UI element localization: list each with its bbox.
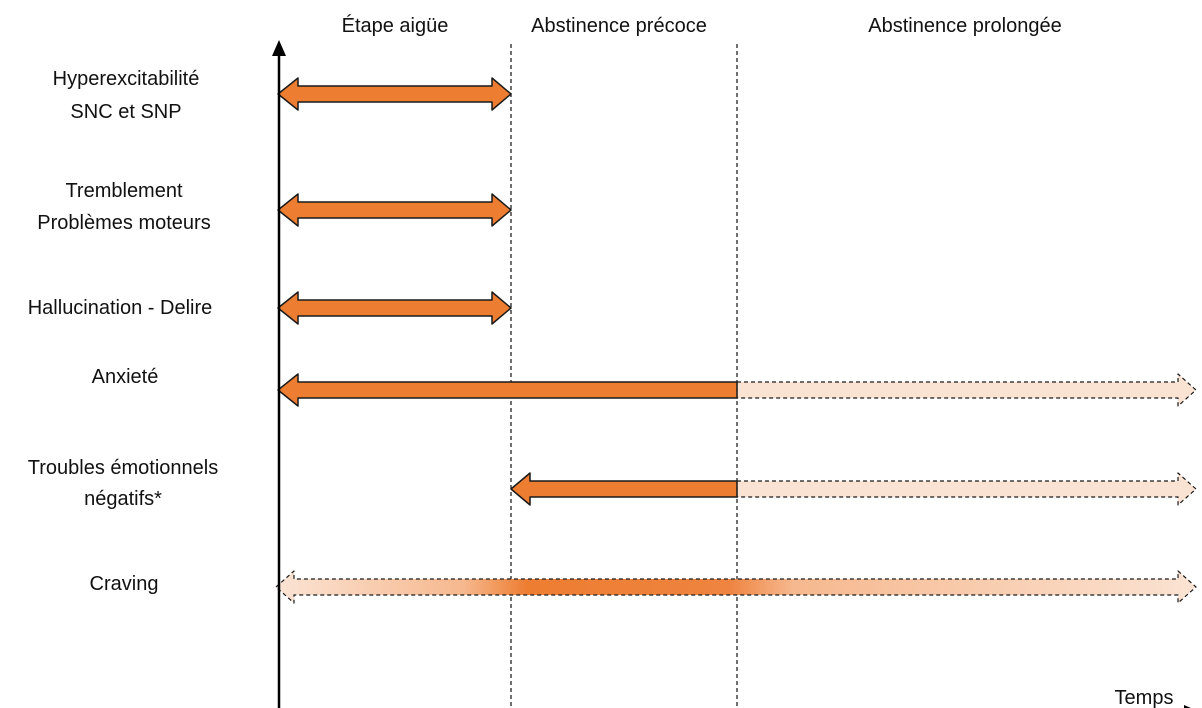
anxiety-prolonged-faded-arrow: [736, 373, 1197, 407]
tremor-double-arrow: [277, 193, 512, 227]
phase-label-acute: Étape aigüe: [342, 14, 449, 37]
x-axis-arrowhead: [1184, 705, 1191, 708]
x-axis-label-time: Temps: [1115, 687, 1174, 708]
anxiety-solid-arrow: [277, 373, 738, 407]
row-label-craving: Craving: [90, 573, 159, 595]
row-label-tremor-line1: Tremblement: [65, 180, 183, 202]
row-label-tremor-line2: Problèmes moteurs: [37, 212, 210, 234]
hyperexcitability-double-arrow: [277, 77, 512, 111]
phase-label-prolonged-abstinence: Abstinence prolongée: [868, 15, 1061, 37]
negative-emotion-solid-arrow: [510, 472, 738, 506]
phase-label-early-abstinence: Abstinence précoce: [531, 15, 707, 37]
row-label-negative-emotional-line1: Troubles émotionnels: [28, 457, 218, 479]
row-label-anxiety: Anxieté: [92, 366, 159, 388]
hallucination-double-arrow: [277, 291, 512, 325]
row-label-negative-emotional-line2: négatifs*: [84, 488, 162, 510]
y-axis-arrowhead: [272, 40, 286, 56]
row-label-hyperexcitability-line2: SNC et SNP: [70, 101, 181, 123]
negative-emotion-prolonged-faded-arrow: [736, 472, 1197, 506]
craving-gradient-double-arrow: [275, 570, 1197, 604]
row-label-hallucination: Hallucination - Delire: [28, 297, 213, 319]
row-label-hyperexcitability-line1: Hyperexcitabilité: [53, 68, 200, 90]
